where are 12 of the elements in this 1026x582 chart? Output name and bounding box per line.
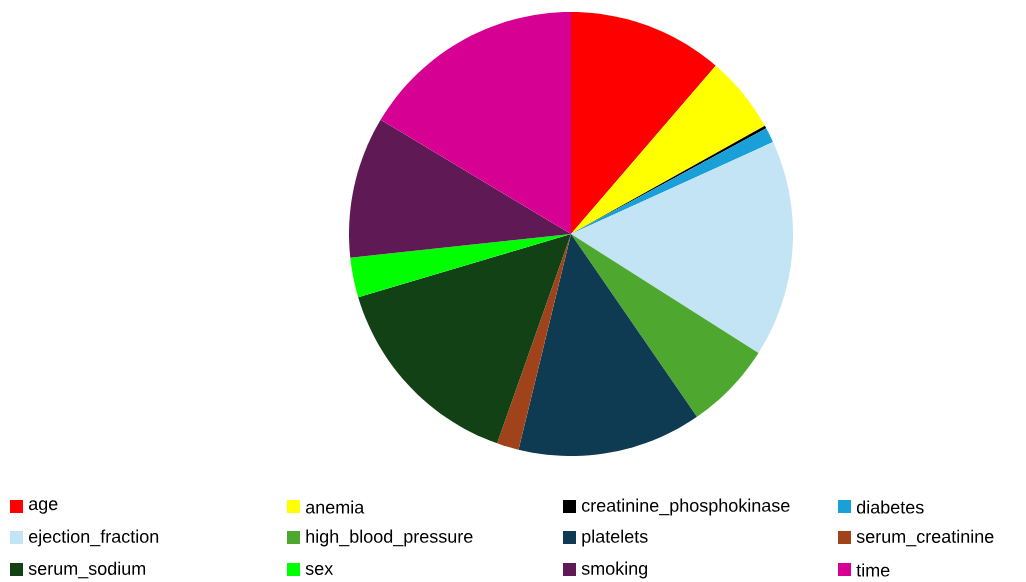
legend-label: time: [856, 563, 890, 577]
legend-label: anemia: [305, 500, 365, 514]
legend-label: platelets: [582, 529, 648, 547]
legend-label: age: [28, 500, 58, 514]
legend-label: smoking: [581, 561, 648, 579]
legend-label: serum_sodium: [28, 561, 146, 579]
legend-label: sex: [305, 565, 334, 575]
legend-label: high_blood_pressure: [306, 529, 473, 547]
legend-label: creatinine_phosphokinase: [581, 498, 790, 516]
legend-label: diabetes: [856, 500, 924, 514]
legend-label: ejection_fraction: [28, 529, 159, 547]
legend-label: serum_creatinine: [856, 529, 994, 547]
